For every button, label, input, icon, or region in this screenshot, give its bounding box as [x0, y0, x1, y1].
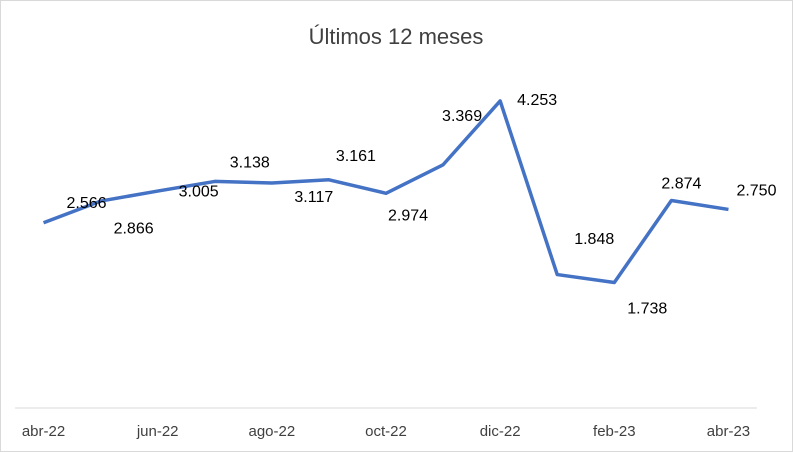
data-label: 3.117 [294, 189, 333, 206]
x-tick-label: oct-22 [365, 423, 407, 440]
data-label: 3.161 [336, 148, 376, 165]
data-label: 2.866 [114, 220, 154, 237]
data-label: 3.005 [179, 183, 219, 200]
x-tick-label: jun-22 [136, 423, 179, 440]
x-tick-label: abr-23 [707, 423, 750, 440]
data-label: 2.874 [661, 176, 701, 193]
data-label: 2.974 [388, 207, 428, 224]
line [42, 99, 729, 285]
chart-title: Últimos 12 meses [309, 24, 484, 49]
data-label: 1.848 [574, 231, 614, 248]
data-label: 2.750 [736, 183, 776, 200]
data-label: 1.738 [627, 301, 667, 318]
x-tick-label: dic-22 [480, 423, 521, 440]
data-label: 3.138 [230, 155, 270, 172]
data-label: 4.253 [517, 92, 557, 109]
data-label: 2.566 [67, 195, 107, 212]
x-tick-label: ago-22 [248, 423, 295, 440]
data-label: 3.369 [442, 108, 482, 125]
x-tick-label: abr-22 [22, 423, 65, 440]
x-tick-label: feb-23 [593, 423, 636, 440]
